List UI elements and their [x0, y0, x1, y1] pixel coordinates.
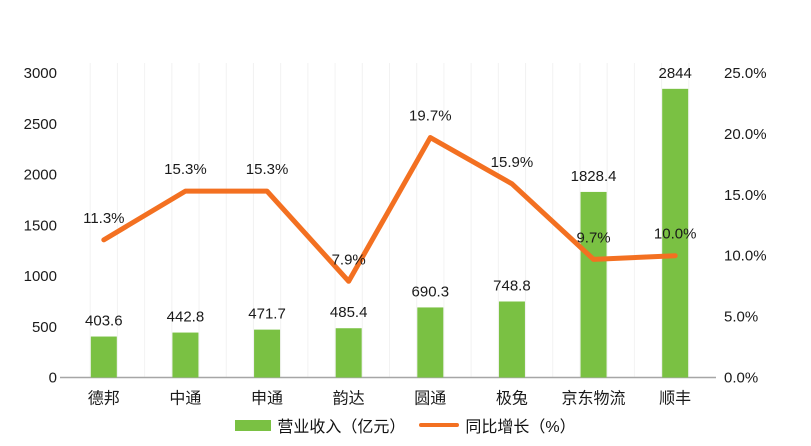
revenue-bar-label: 748.8	[493, 277, 531, 294]
right-axis-tick-label: 15.0%	[724, 187, 767, 204]
right-axis-tick-label: 20.0%	[724, 126, 767, 143]
revenue-bar	[662, 88, 689, 378]
right-axis-tick-label: 0.0%	[724, 370, 758, 387]
x-axis-category-label: 申通	[251, 390, 283, 408]
x-axis-category-label: 德邦	[88, 390, 120, 408]
right-axis-tick-label: 10.0%	[724, 248, 767, 265]
growth-point-label: 15.9%	[491, 154, 534, 171]
revenue-bar	[172, 332, 199, 378]
left-axis-tick-label: 3000	[24, 65, 57, 82]
revenue-bar-label: 690.3	[412, 283, 450, 300]
growth-point-label: 19.7%	[409, 108, 452, 125]
growth-swatch	[419, 423, 460, 427]
revenue-swatch	[235, 419, 272, 431]
left-axis-tick-label: 1500	[24, 217, 57, 234]
x-axis-category-label: 顺丰	[659, 390, 691, 408]
revenue-bar	[580, 191, 607, 378]
left-axis-tick-label: 1000	[24, 268, 57, 285]
revenue-bar-label: 403.6	[85, 313, 123, 330]
revenue-bar	[90, 336, 117, 378]
right-axis-tick-label: 5.0%	[724, 309, 758, 326]
x-axis-category-label: 京东物流	[562, 390, 626, 408]
revenue-bar	[254, 329, 281, 378]
revenue-bar-label: 442.8	[167, 309, 205, 326]
revenue-bar	[335, 328, 362, 378]
revenue-bar	[417, 307, 444, 378]
growth-point-label: 15.3%	[246, 161, 289, 178]
revenue-bar-label: 485.4	[330, 304, 368, 321]
growth-point-label: 10.0%	[654, 226, 697, 243]
growth-point-label: 9.7%	[576, 229, 610, 246]
growth-line	[101, 135, 678, 284]
left-axis-tick-label: 2500	[24, 116, 57, 133]
growth-point-label: 11.3%	[83, 210, 124, 227]
left-axis-tick-label: 2000	[24, 167, 57, 184]
revenue-bar	[498, 301, 525, 378]
x-axis-category-label: 极兔	[496, 390, 528, 408]
legend-item-revenue: 营业收入（亿元）	[235, 413, 405, 437]
x-axis-category-label: 韵达	[333, 390, 365, 408]
revenue-bar-label: 2844	[659, 65, 692, 82]
right-axis-tick-label: 25.0%	[724, 65, 767, 82]
legend-label-revenue: 营业收入（亿元）	[277, 419, 406, 436]
growth-point-label: 7.9%	[332, 251, 366, 268]
left-axis-tick-label: 0	[49, 370, 57, 387]
x-axis-category-label: 圆通	[414, 390, 446, 408]
revenue-bar-label: 1828.4	[571, 168, 617, 185]
x-axis-category-label: 中通	[169, 390, 201, 408]
revenue-bar-label: 471.7	[248, 306, 286, 323]
left-axis-tick-label: 500	[32, 319, 57, 336]
legend-label-growth: 同比增长（%）	[465, 419, 576, 436]
growth-point-label: 15.3%	[164, 161, 207, 178]
legend: 营业收入（亿元） 同比增长（%）	[0, 413, 811, 437]
legend-item-growth: 同比增长（%）	[419, 413, 576, 437]
